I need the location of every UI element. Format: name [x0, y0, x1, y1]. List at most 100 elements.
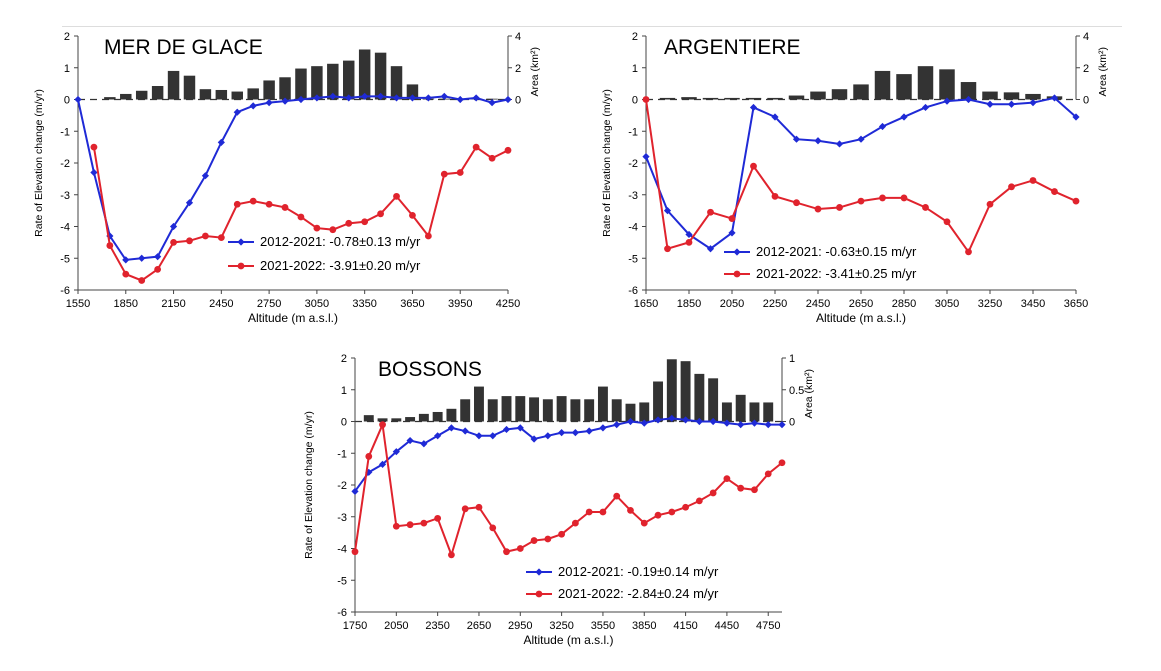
area-bar	[390, 66, 403, 100]
blue-point	[169, 222, 178, 231]
y2-tick-label: 0	[1083, 95, 1089, 107]
red-point	[723, 475, 731, 483]
y-tick-label: -1	[628, 126, 638, 138]
area-bar	[788, 95, 805, 100]
red-point	[456, 169, 464, 176]
red-point	[475, 503, 483, 511]
red-point	[379, 421, 386, 429]
area-bar	[749, 402, 760, 422]
area-bar	[183, 75, 196, 100]
panel-argentiere: ARGENTIERE 2 1 0 -1 -2 -3 -4 -5 -6 4 2 0 1650 1850 205…	[601, 31, 1109, 325]
red-point	[297, 213, 305, 221]
red-point	[420, 519, 428, 527]
y-tick-label: -2	[337, 480, 347, 492]
x-tick-label: 1550	[66, 298, 90, 310]
area-bar	[363, 415, 374, 422]
blue-series-line	[645, 96, 1077, 250]
red-point	[329, 226, 337, 234]
x-tick-label: 2350	[425, 620, 449, 632]
y-tick-label: 1	[341, 385, 347, 397]
x-axis-label: Altitude (m a.s.l.)	[816, 311, 906, 325]
blue-point	[329, 92, 337, 100]
blue-point	[1007, 100, 1016, 108]
y-axis-label: Rate of Elevation change (m/yr)	[601, 89, 613, 237]
blue-point	[964, 95, 973, 104]
blue-point	[138, 254, 146, 262]
area-bar	[311, 66, 323, 100]
red-point	[654, 511, 662, 519]
y2-tick-label: 1	[789, 353, 795, 365]
x-tick-label: 1850	[677, 298, 701, 310]
blue-point	[408, 94, 417, 102]
red-point	[434, 514, 442, 522]
red-point	[202, 232, 209, 240]
blue-series-line	[354, 417, 782, 492]
red-point	[409, 211, 416, 219]
blue-point	[642, 153, 650, 161]
red-point	[571, 519, 579, 527]
x-tick-label: 2650	[467, 620, 491, 632]
red-point	[682, 503, 689, 511]
red-point	[728, 215, 736, 222]
blue-point	[456, 95, 464, 104]
y-axis-label: Rate of Elevation change (m/yr)	[33, 89, 45, 237]
area-bar	[104, 97, 116, 100]
blue-point	[440, 92, 448, 100]
red-point	[361, 218, 369, 226]
blue-point	[599, 424, 607, 432]
blue-point	[558, 429, 566, 437]
area-bar	[515, 396, 526, 422]
red-point	[406, 521, 414, 529]
y2-tick-label: 2	[1083, 63, 1089, 75]
area-bar	[167, 70, 180, 100]
red-point	[265, 200, 273, 208]
blue-point	[835, 140, 844, 148]
area-bar	[199, 89, 212, 100]
red-point	[448, 551, 455, 559]
x-tick-label: 2050	[720, 298, 744, 310]
area-bar	[1003, 92, 1020, 100]
x-tick-label: 1650	[634, 298, 658, 310]
red-series-line	[354, 420, 783, 558]
panel-bossons: BOSSONS 2 1 0 -1 -2 -3 -4 -5 -6 1 0.5 0 1750 2050 2350…	[303, 353, 815, 647]
area-bar	[501, 396, 512, 422]
x-tick-label: 3450	[1021, 298, 1045, 310]
blue-point	[502, 425, 511, 434]
x-tick-label: 3250	[549, 620, 573, 632]
blue-point	[613, 421, 621, 429]
red-point	[642, 96, 650, 103]
y-tick-label: -1	[60, 126, 70, 138]
x-tick-label: 3250	[978, 298, 1002, 310]
y-tick-label: 0	[64, 95, 70, 107]
y-tick-label: -3	[628, 190, 638, 202]
area-bar	[529, 397, 540, 422]
x-tick-label: 2450	[209, 298, 233, 310]
legend-swatch-marker	[535, 590, 543, 598]
x-tick-label: 2650	[849, 298, 873, 310]
y-tick-label: 2	[632, 31, 638, 43]
chart-title: BOSSONS	[378, 358, 482, 381]
x-tick-label: 2850	[892, 298, 916, 310]
y2-tick-label: 0	[515, 95, 521, 107]
x-tick-label: 1750	[343, 620, 367, 632]
y-tick-label: -4	[628, 222, 638, 234]
y-tick-label: -3	[337, 512, 347, 524]
area-bar	[611, 399, 622, 422]
red-point	[695, 497, 703, 505]
area-bar	[343, 60, 355, 100]
y-tick-label: -4	[60, 222, 70, 234]
area-bar	[556, 396, 567, 422]
area-bar	[680, 361, 691, 422]
red-series-line	[645, 99, 1077, 254]
x-tick-label: 4450	[715, 620, 739, 632]
blue-point	[345, 94, 353, 102]
blue-point	[728, 229, 736, 237]
red-point	[737, 484, 745, 492]
area-bar	[831, 89, 848, 100]
area-bar	[745, 97, 762, 100]
area-bar	[377, 418, 388, 422]
area-bar	[374, 52, 387, 100]
red-point	[664, 245, 671, 253]
x-tick-label: 1850	[114, 298, 138, 310]
